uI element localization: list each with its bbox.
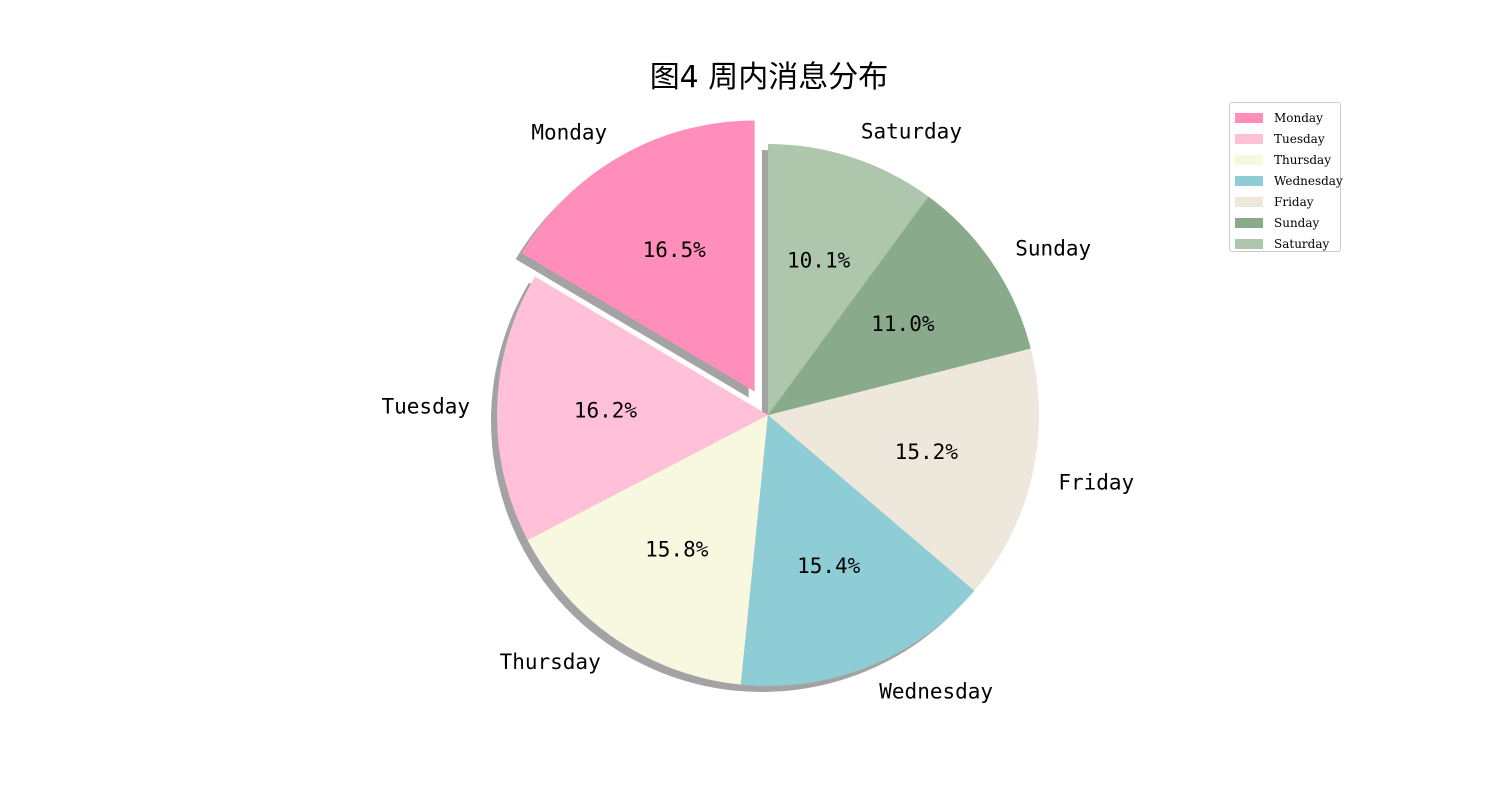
pie-slice-friday: [768, 348, 1039, 591]
pie-pct-label-monday: 16.5%: [643, 238, 707, 262]
chart-title: 图4 周内消息分布: [649, 60, 889, 95]
legend-swatch-wednesday: [1235, 175, 1263, 186]
legend-label-sunday: Sunday: [1274, 215, 1320, 230]
pie-pct-label-tuesday: 16.2%: [574, 398, 638, 422]
legend-item-thursday: Thursday: [1230, 149, 1340, 170]
pie-pct-label-thursday: 15.8%: [645, 538, 709, 562]
pie-slice-thursday: [527, 415, 768, 685]
pie-category-label-friday: Friday: [1058, 471, 1134, 495]
pie-category-label-sunday: Sunday: [1015, 237, 1091, 261]
legend-swatch-saturday: [1235, 238, 1263, 249]
pie-pct-label-wednesday: 15.4%: [797, 554, 861, 578]
legend-swatch-thursday: [1235, 154, 1263, 165]
legend-swatch-monday: [1235, 112, 1263, 123]
legend-swatch-tuesday: [1235, 133, 1263, 144]
legend-label-thursday: Thursday: [1274, 152, 1331, 167]
pie-slice-tuesday: [497, 276, 768, 541]
pie-category-label-wednesday: Wednesday: [879, 680, 993, 704]
legend-item-saturday: Saturday: [1230, 233, 1340, 254]
pie-slice-monday: [521, 120, 755, 392]
legend-label-monday: Monday: [1274, 110, 1323, 125]
pie-pct-label-sunday: 11.0%: [871, 312, 935, 336]
pie-category-label-thursday: Thursday: [500, 650, 601, 674]
legend-item-tuesday: Tuesday: [1230, 128, 1340, 149]
pie-category-label-tuesday: Tuesday: [382, 395, 471, 419]
legend-swatch-sunday: [1235, 217, 1263, 228]
pie-pct-label-saturday: 10.1%: [787, 248, 851, 272]
pie-label-layer: 16.5% Monday 16.2% Tuesday 15.8% Thursday 15.4…: [382, 120, 1135, 704]
legend-label-tuesday: Tuesday: [1274, 131, 1325, 146]
pie-slice-saturday: [768, 144, 929, 415]
pie-slice-wednesday: [740, 415, 975, 686]
pie-slice-sunday: [768, 196, 1031, 415]
legend-label-friday: Friday: [1274, 194, 1314, 209]
pie-pct-label-friday: 15.2%: [895, 440, 959, 464]
legend-item-wednesday: Wednesday: [1230, 170, 1343, 191]
pie-slice-layer: [497, 120, 1039, 686]
legend-label-saturday: Saturday: [1274, 236, 1330, 251]
chart-legend: Monday Tuesday Thursday Wednesday Friday Sund…: [1229, 102, 1343, 254]
legend-item-friday: Friday: [1230, 191, 1340, 212]
legend-label-wednesday: Wednesday: [1274, 173, 1343, 188]
legend-swatch-friday: [1235, 196, 1263, 207]
pie-category-label-monday: Monday: [531, 120, 607, 144]
pie-category-label-saturday: Saturday: [861, 120, 962, 144]
legend-item-sunday: Sunday: [1230, 212, 1340, 233]
legend-item-monday: Monday: [1230, 107, 1340, 128]
